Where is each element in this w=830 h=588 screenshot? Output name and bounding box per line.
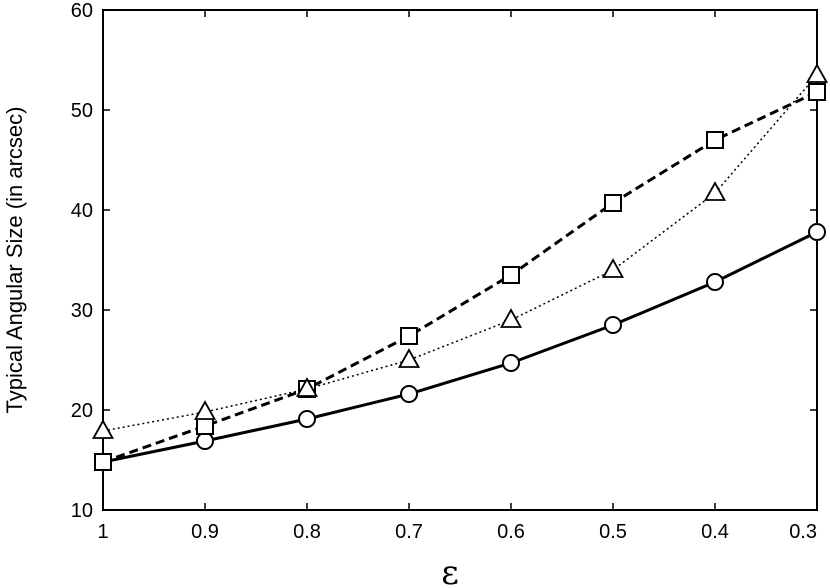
- data-point-circle: [604, 316, 622, 334]
- x-tick-label: 0.4: [701, 521, 729, 543]
- data-point-square: [400, 327, 418, 345]
- data-point-circle: [298, 410, 316, 428]
- data-point-triangle: [91, 419, 115, 439]
- x-tick-label: 1: [97, 521, 108, 543]
- series-line-triangle: [102, 74, 818, 432]
- data-point-triangle: [805, 63, 829, 83]
- y-tick-label: 60: [71, 0, 93, 22]
- data-point-square: [808, 83, 826, 101]
- data-point-circle: [400, 385, 418, 403]
- data-point-triangle: [295, 377, 319, 397]
- data-point-triangle: [499, 308, 523, 328]
- series-line-circle: [102, 230, 818, 464]
- data-point-square: [502, 266, 520, 284]
- y-tick-label: 10: [71, 500, 93, 522]
- data-point-circle: [502, 354, 520, 372]
- data-point-triangle: [193, 400, 217, 420]
- y-tick-label: 30: [71, 300, 93, 322]
- x-tick-label: 0.3: [789, 521, 817, 543]
- data-point-triangle: [601, 258, 625, 278]
- series-markers: [91, 63, 829, 471]
- data-point-circle: [196, 432, 214, 450]
- x-tick-label: 0.9: [191, 521, 219, 543]
- x-tick-label: 0.6: [497, 521, 525, 543]
- series-line-square: [102, 90, 818, 464]
- data-point-square: [196, 417, 214, 435]
- data-point-triangle: [703, 181, 727, 201]
- x-axis-label: ε: [441, 553, 459, 588]
- data-point-triangle: [397, 348, 421, 368]
- x-tick-label: 0.5: [599, 521, 627, 543]
- y-tick-label: 50: [71, 100, 93, 122]
- data-point-square: [94, 453, 112, 471]
- series-lines: [102, 74, 818, 464]
- data-point-circle: [808, 223, 826, 241]
- data-point-square: [604, 194, 622, 212]
- data-point-square: [706, 131, 724, 149]
- axis-ticks: 10 20 30 40 50 60 1 0.9 0.8 0.7 0.6 0.5 0.4 0.3: [71, 0, 818, 543]
- y-tick-label: 40: [71, 200, 93, 222]
- y-axis-label: Typical Angular Size (in arcsec): [2, 107, 27, 414]
- x-tick-label: 0.7: [395, 521, 423, 543]
- x-tick-label: 0.8: [293, 521, 321, 543]
- plot-frame: [102, 9, 818, 511]
- y-tick-label: 20: [71, 400, 93, 422]
- data-point-circle: [706, 273, 724, 291]
